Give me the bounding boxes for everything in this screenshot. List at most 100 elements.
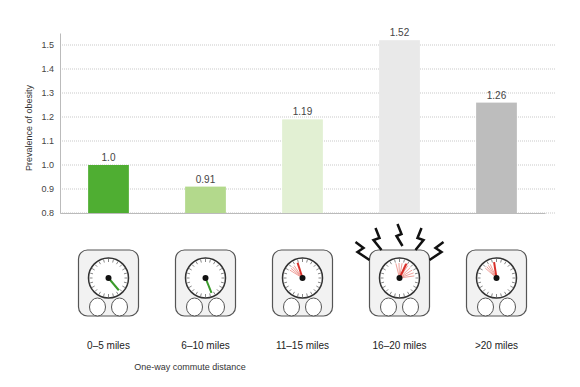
x-tick-label: 6–10 miles bbox=[181, 340, 229, 351]
dial-tick bbox=[306, 260, 308, 263]
lightning bbox=[397, 224, 403, 246]
dial-tick bbox=[496, 259, 497, 262]
dial-tick bbox=[209, 293, 211, 296]
dial-tick bbox=[381, 282, 384, 284]
grid-line bbox=[60, 93, 555, 94]
dial-tick bbox=[394, 260, 396, 263]
dial-tick bbox=[413, 269, 416, 271]
lightning bbox=[430, 242, 444, 260]
x-tick-label: 16–20 miles bbox=[373, 340, 427, 351]
dial-tick bbox=[103, 293, 105, 296]
y-tick: 1.3 bbox=[41, 88, 60, 98]
chart: 1.00.911.191.521.260.80.91.01.11.21.31.4… bbox=[0, 0, 580, 387]
y-tick: 1.4 bbox=[41, 64, 60, 74]
scale-body bbox=[467, 250, 527, 316]
x-tick: 11–15 miles bbox=[276, 213, 329, 351]
data-label: 1.26 bbox=[487, 90, 507, 101]
foot bbox=[478, 298, 494, 316]
y-tick-label: 1.3 bbox=[41, 88, 54, 98]
dial-tick bbox=[478, 282, 481, 284]
dial-tick bbox=[209, 260, 211, 263]
dial-tick bbox=[219, 286, 222, 288]
dial-tick bbox=[99, 262, 101, 265]
lightning bbox=[374, 228, 382, 250]
foot bbox=[403, 298, 419, 316]
y-axis-line bbox=[60, 34, 61, 214]
dial-tick bbox=[222, 278, 225, 279]
dial-tick bbox=[95, 265, 97, 267]
dial-tick bbox=[314, 289, 316, 291]
dial-tick bbox=[415, 282, 418, 284]
foot bbox=[90, 298, 106, 316]
scale-body bbox=[273, 250, 333, 316]
dial-tick bbox=[108, 259, 109, 262]
dial-tick bbox=[403, 260, 405, 263]
dial-tick bbox=[510, 286, 513, 288]
scale-icon bbox=[273, 250, 333, 316]
dial-tick bbox=[192, 289, 194, 291]
dial-tick bbox=[189, 286, 192, 288]
dial-tick bbox=[205, 259, 206, 262]
lightning bbox=[416, 228, 424, 250]
dial-tick bbox=[286, 269, 289, 271]
dial-tick bbox=[205, 294, 206, 297]
dial-tick bbox=[117, 262, 119, 265]
dial-tick bbox=[214, 292, 216, 295]
dial-tick bbox=[314, 265, 316, 267]
dial-tick bbox=[394, 293, 396, 296]
dial-hub bbox=[494, 275, 500, 281]
dial-tick bbox=[187, 273, 190, 275]
data-label: 0.91 bbox=[196, 174, 216, 185]
y-tick: 1.0 bbox=[41, 160, 60, 170]
dial-hub bbox=[203, 275, 209, 281]
dial-tick bbox=[120, 289, 122, 291]
scale-dial bbox=[89, 258, 129, 298]
scale-icon bbox=[467, 250, 527, 316]
foot bbox=[284, 298, 300, 316]
dial-tick bbox=[408, 292, 410, 295]
dial-tick bbox=[289, 265, 291, 267]
y-axis: 0.80.91.01.11.21.31.41.5 bbox=[41, 34, 60, 219]
dial-tick bbox=[286, 286, 289, 288]
dial-tick bbox=[284, 278, 287, 279]
data-label: 1.0 bbox=[102, 152, 116, 163]
y-tick: 1.5 bbox=[41, 40, 60, 50]
dial-tick bbox=[125, 278, 128, 279]
dial-tick bbox=[311, 262, 313, 265]
y-tick: 0.8 bbox=[41, 208, 60, 218]
dial-tick bbox=[196, 292, 198, 295]
x-tick: 16–20 miles bbox=[373, 213, 427, 351]
dial-tick bbox=[513, 278, 516, 279]
dial-tick bbox=[390, 262, 392, 265]
grid-line bbox=[60, 45, 555, 46]
dial-tick bbox=[383, 269, 386, 271]
foot bbox=[209, 298, 225, 316]
data-label: 1.52 bbox=[390, 27, 410, 38]
dial-tick bbox=[200, 260, 202, 263]
dial-hub bbox=[106, 275, 112, 281]
dial-tick bbox=[500, 293, 502, 296]
scale-body bbox=[370, 250, 430, 316]
dial-tick bbox=[122, 269, 125, 271]
dial-tick bbox=[415, 273, 418, 275]
dial-tick bbox=[390, 292, 392, 295]
dial-tick bbox=[214, 262, 216, 265]
foot bbox=[381, 298, 397, 316]
dial-tick bbox=[318, 282, 321, 284]
dial-tick bbox=[318, 273, 321, 275]
dial-tick bbox=[124, 273, 127, 275]
dial-tick bbox=[510, 269, 513, 271]
dial-tick bbox=[217, 265, 219, 267]
scale-icon bbox=[79, 250, 139, 316]
bar bbox=[476, 103, 517, 213]
dial-tick bbox=[90, 282, 93, 284]
dial-tick bbox=[306, 293, 308, 296]
dial-tick bbox=[500, 260, 502, 263]
dial-tick bbox=[386, 265, 388, 267]
x-tick-label: 0–5 miles bbox=[87, 340, 130, 351]
y-tick: 1.2 bbox=[41, 112, 60, 122]
dial-tick bbox=[196, 262, 198, 265]
dial-tick bbox=[496, 294, 497, 297]
y-tick-label: 0.8 bbox=[41, 208, 54, 218]
dial-tick bbox=[491, 260, 493, 263]
